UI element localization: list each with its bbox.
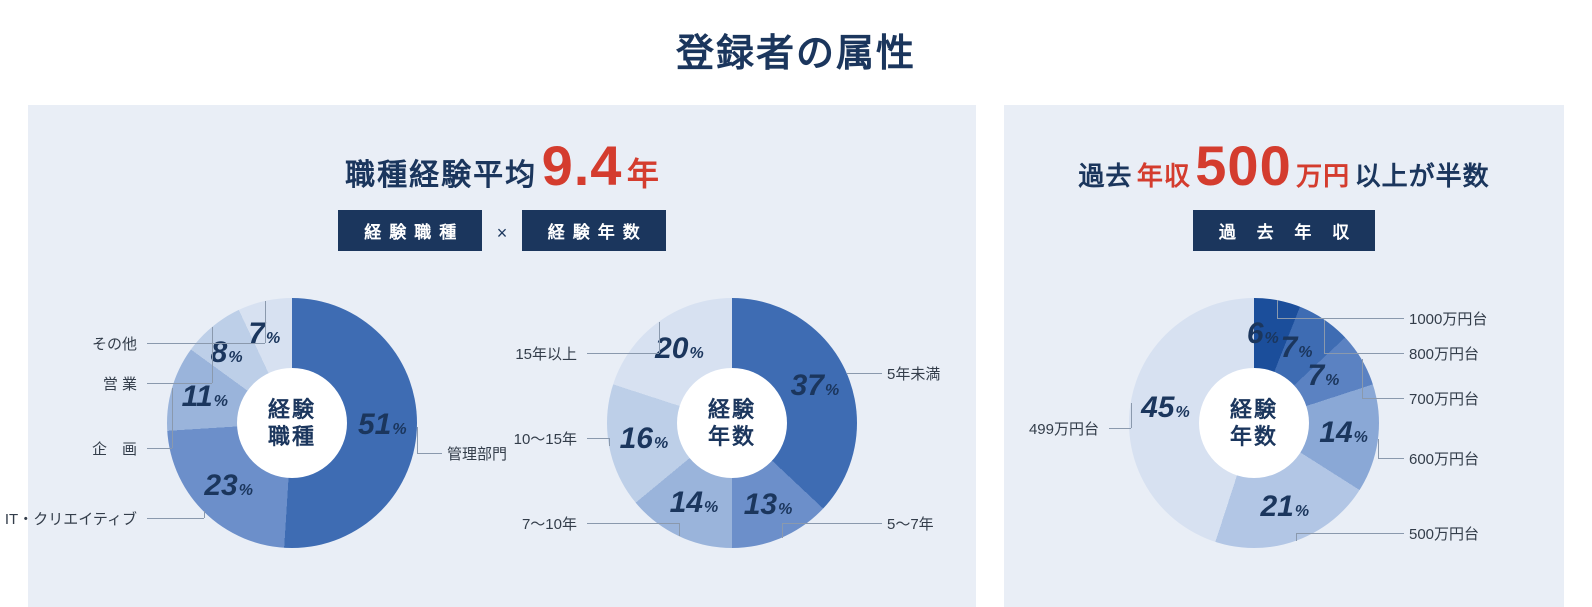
- slice-label: その他: [92, 333, 137, 354]
- hr-p2: 年収: [1137, 156, 1191, 193]
- leader-line: [212, 327, 213, 383]
- leader-line: [1131, 403, 1132, 428]
- hr-p4: 万円: [1296, 156, 1350, 193]
- chip-income: 過 去 年 収: [1193, 210, 1375, 251]
- leader-line: [782, 523, 882, 524]
- leader-line: [1324, 353, 1404, 354]
- leader-line: [1324, 320, 1325, 353]
- leader-line: [1296, 533, 1297, 541]
- leader-line: [204, 511, 205, 518]
- slice-label: 700万円台: [1409, 388, 1479, 409]
- slice-label: 1000万円台: [1409, 308, 1487, 329]
- slice-label: 営 業: [103, 373, 137, 394]
- hr-p5: 以上が半数: [1355, 156, 1490, 193]
- leader-line: [147, 518, 204, 519]
- leader-line: [265, 301, 266, 343]
- donut-income: 経験年数6%1000万円台7%800万円台7%700万円台14%600万円台21…: [1024, 273, 1544, 583]
- headline-right: 過去 年収 500 万円 以上が半数: [1014, 133, 1554, 198]
- headline-suffix: 年: [627, 149, 659, 195]
- leader-line: [1109, 428, 1131, 429]
- chip-job-type: 経験職種: [338, 210, 482, 251]
- leader-line: [587, 523, 679, 524]
- leader-line: [147, 383, 212, 384]
- donut-center: 経験年数: [677, 368, 787, 478]
- charts-row-right: 経験年数6%1000万円台7%800万円台7%700万円台14%600万円台21…: [1014, 273, 1554, 583]
- leader-line: [1362, 398, 1404, 399]
- leader-line: [679, 523, 680, 536]
- donut-center: 経験職種: [237, 368, 347, 478]
- leader-line: [172, 388, 173, 448]
- leader-line: [659, 322, 660, 353]
- leader-line: [1362, 359, 1363, 398]
- slice-label: 800万円台: [1409, 343, 1479, 364]
- leader-line: [1378, 439, 1379, 458]
- headline-left: 職種経験平均 9.4 年: [38, 133, 966, 198]
- donut-job-type: 経験職種51%管理部門23%IT・クリエイティブ11%企 画8%営 業7%その他: [52, 273, 492, 583]
- leader-line: [1277, 300, 1278, 318]
- slice-label: IT・クリエイティブ: [5, 508, 137, 529]
- leader-line: [1296, 533, 1404, 534]
- slice-label: 499万円台: [1029, 418, 1099, 439]
- leader-line: [1378, 458, 1404, 459]
- slice-label: 5〜7年: [887, 513, 934, 534]
- slice-label: 7〜10年: [522, 513, 577, 534]
- leader-line: [417, 453, 442, 454]
- leader-line: [847, 373, 882, 374]
- panels: 職種経験平均 9.4 年 経験職種 × 経験年数 経験職種51%管理部門23%I…: [0, 105, 1592, 607]
- chip-years: 経験年数: [522, 210, 666, 251]
- hr-p3: 500: [1195, 133, 1291, 198]
- hr-p1: 過去: [1078, 156, 1132, 193]
- leader-line: [587, 438, 609, 439]
- leader-line: [147, 448, 172, 449]
- donut-years: 経験年数37%5年未満13%5〜7年14%7〜10年16%10〜15年20%15…: [512, 273, 952, 583]
- headline-value: 9.4: [542, 133, 623, 198]
- slice-label: 5年未満: [887, 363, 940, 384]
- slice-label: 500万円台: [1409, 523, 1479, 544]
- panel-experience: 職種経験平均 9.4 年 経験職種 × 経験年数 経験職種51%管理部門23%I…: [28, 105, 976, 607]
- leader-line: [1277, 318, 1404, 319]
- donut-center: 経験年数: [1199, 368, 1309, 478]
- leader-line: [417, 427, 418, 453]
- slice-label: 10〜15年: [514, 428, 577, 449]
- headline-prefix: 職種経験平均: [345, 150, 537, 194]
- leader-line: [782, 523, 783, 538]
- leader-line: [609, 438, 610, 446]
- slice-label: 管理部門: [447, 443, 507, 464]
- panel-income: 過去 年収 500 万円 以上が半数 過 去 年 収 経験年数6%1000万円台…: [1004, 105, 1564, 607]
- slice-label: 15年以上: [515, 343, 577, 364]
- charts-row-left: 経験職種51%管理部門23%IT・クリエイティブ11%企 画8%営 業7%その他…: [38, 273, 966, 583]
- slice-label: 600万円台: [1409, 448, 1479, 469]
- leader-line: [587, 353, 659, 354]
- chip-row-left: 経験職種 × 経験年数: [38, 210, 966, 251]
- page-title: 登録者の属性: [0, 0, 1592, 105]
- cross-icon: ×: [497, 223, 508, 244]
- leader-line: [147, 343, 265, 344]
- chip-row-right: 過 去 年 収: [1014, 210, 1554, 251]
- slice-label: 企 画: [92, 438, 137, 459]
